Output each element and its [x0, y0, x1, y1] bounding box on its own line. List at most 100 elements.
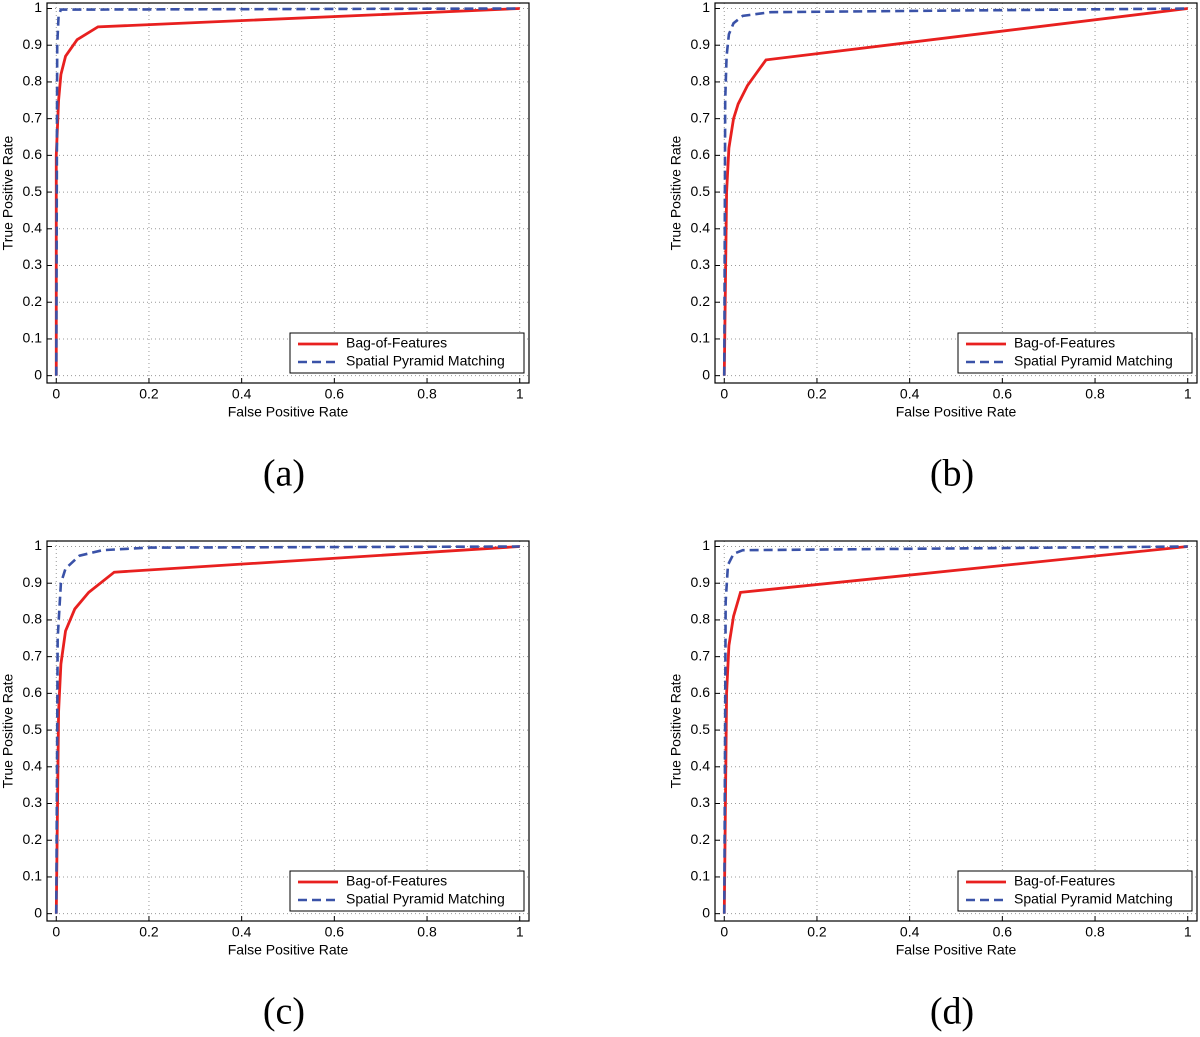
subplot: 0 0.2 0.4 0.6 0.8 1 0 0.1 0.2 0.3 0.4 0.5 0.6 0.7 0.8 0…	[0, 0, 530, 495]
legend-label: Spatial Pyramid Matching	[346, 353, 505, 369]
y-tick-label: 0.6	[23, 684, 43, 700]
x-tick-label: 0.6	[993, 924, 1013, 940]
y-axis-label: True Positive Rate	[668, 673, 684, 788]
x-tick-label: 0.2	[807, 386, 827, 402]
plot-area	[715, 3, 1197, 383]
x-tick-label: 0.8	[417, 924, 437, 940]
x-tick-label: 0.2	[139, 924, 159, 940]
x-tick-label: 0.4	[232, 924, 252, 940]
caption: (d)	[930, 991, 974, 1033]
y-tick-label: 0	[34, 904, 42, 920]
y-tick-label: 0.7	[691, 647, 711, 663]
y-tick-label: 0.8	[23, 73, 43, 89]
y-tick-label: 0.4	[691, 220, 711, 236]
y-tick-label: 0.7	[691, 109, 711, 125]
y-tick-label: 0.5	[691, 721, 711, 737]
y-tick-label: 0.9	[23, 574, 43, 590]
plot-frame	[46, 540, 530, 922]
y-tick-label: 0.3	[23, 256, 43, 272]
y-tick-label: 0.8	[23, 611, 43, 627]
y-tick-label: 0.9	[23, 36, 43, 52]
y-tick-label: 0.6	[23, 146, 43, 162]
x-tick-label: 0.4	[900, 924, 920, 940]
x-tick-label: 0.8	[417, 386, 437, 402]
y-tick-label: 0.4	[23, 220, 43, 236]
x-axis-label: False Positive Rate	[228, 404, 349, 420]
y-tick-label: 0.6	[691, 684, 711, 700]
y-tick-label: 1	[34, 537, 42, 553]
x-axis-label: False Positive Rate	[896, 942, 1017, 958]
x-tick-label: 0.2	[139, 386, 159, 402]
y-tick-label: 0.2	[23, 293, 43, 309]
x-tick-label: 0.8	[1085, 386, 1105, 402]
y-tick-label: 0.1	[23, 330, 43, 346]
legend-box	[957, 870, 1193, 912]
legend-box	[289, 870, 525, 912]
subplot: 0 0.2 0.4 0.6 0.8 1 0 0.1 0.2 0.3 0.4 0.5 0.6 0.7 0.8 0…	[668, 0, 1198, 495]
legend-label: Spatial Pyramid Matching	[1014, 353, 1173, 369]
y-axis-label: True Positive Rate	[0, 135, 16, 250]
y-tick-label: 0.3	[23, 794, 43, 810]
legend-label: Spatial Pyramid Matching	[1014, 891, 1173, 907]
roc-line	[722, 7, 1188, 376]
legend-label: Spatial Pyramid Matching	[346, 891, 505, 907]
plot-area	[715, 541, 1197, 921]
y-tick-label: 1	[34, 0, 42, 15]
y-tick-label: 0.7	[23, 109, 43, 125]
y-tick-label: 0.5	[691, 183, 711, 199]
caption: (c)	[263, 991, 305, 1033]
y-tick-label: 0.2	[691, 831, 711, 847]
x-tick-label: 1	[1184, 924, 1192, 940]
y-tick-label: 0.1	[691, 868, 711, 884]
x-tick-label: 0.6	[325, 924, 345, 940]
y-tick-label: 0.4	[23, 758, 43, 774]
subplot: 0 0.2 0.4 0.6 0.8 1 0 0.1 0.2 0.3 0.4 0.5 0.6 0.7 0.8 0…	[668, 537, 1198, 1033]
x-tick-label: 0	[52, 386, 60, 402]
y-tick-label: 0.3	[691, 794, 711, 810]
x-tick-label: 1	[516, 386, 524, 402]
y-tick-label: 0.6	[691, 146, 711, 162]
legend-label: Bag-of-Features	[1014, 335, 1115, 351]
x-tick-label: 0.4	[232, 386, 252, 402]
plot-frame	[46, 2, 530, 384]
y-tick-label: 0.1	[691, 330, 711, 346]
x-axis-label: False Positive Rate	[228, 942, 349, 958]
legend-box	[289, 332, 525, 374]
subplot: 0 0.2 0.4 0.6 0.8 1 0 0.1 0.2 0.3 0.4 0.5 0.6 0.7 0.8 0…	[0, 537, 530, 1033]
y-tick-label: 0.1	[23, 868, 43, 884]
plot-frame	[714, 540, 1198, 922]
y-tick-label: 0.2	[23, 831, 43, 847]
x-axis-label: False Positive Rate	[896, 404, 1017, 420]
y-tick-label: 1	[702, 0, 710, 15]
roc-line	[722, 545, 1188, 914]
legend-box	[957, 332, 1193, 374]
x-tick-label: 0.4	[900, 386, 920, 402]
x-tick-label: 0	[720, 386, 728, 402]
y-tick-label: 0.8	[691, 611, 711, 627]
x-tick-label: 0.6	[325, 386, 345, 402]
legend-label: Bag-of-Features	[346, 335, 447, 351]
plot-area	[47, 541, 529, 921]
y-tick-label: 1	[702, 537, 710, 553]
legend-label: Bag-of-Features	[346, 873, 447, 889]
roc-line	[722, 7, 1188, 376]
y-tick-label: 0.4	[691, 758, 711, 774]
plot-area	[47, 3, 529, 383]
y-tick-label: 0.9	[691, 574, 711, 590]
roc-line	[54, 545, 520, 914]
x-tick-label: 0	[720, 924, 728, 940]
y-tick-label: 0.3	[691, 256, 711, 272]
y-tick-label: 0.2	[691, 293, 711, 309]
legend-label: Bag-of-Features	[1014, 873, 1115, 889]
caption: (a)	[263, 453, 305, 495]
roc-line	[54, 7, 520, 376]
x-tick-label: 1	[516, 924, 524, 940]
y-tick-label: 0	[702, 904, 710, 920]
x-tick-label: 0.2	[807, 924, 827, 940]
x-tick-label: 1	[1184, 386, 1192, 402]
x-tick-label: 0.8	[1085, 924, 1105, 940]
y-tick-label: 0	[702, 366, 710, 382]
y-axis-label: True Positive Rate	[0, 673, 16, 788]
